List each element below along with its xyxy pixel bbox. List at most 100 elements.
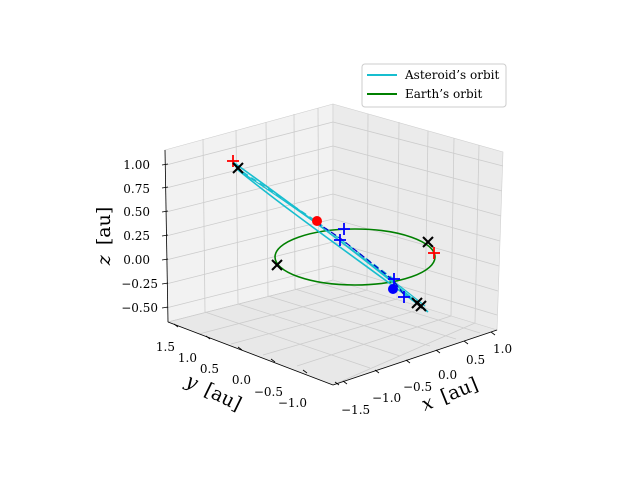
legend: Asteroid’s orbit Earth’s orbit [361, 63, 507, 108]
legend-box [361, 63, 507, 108]
svg-text:z [au]: z [au] [93, 207, 115, 266]
grid-line [332, 169, 502, 217]
y-tick-label: 0.5 [200, 362, 219, 376]
grid-line [332, 265, 498, 316]
grid-line [165, 121, 334, 166]
y-axis-line [167, 321, 334, 386]
grid-line [237, 303, 401, 357]
z-tick-mark [161, 258, 169, 261]
markers [227, 155, 440, 312]
blue-plus-marker [388, 273, 400, 285]
legend-label-earth: Earth’s orbit [405, 87, 482, 101]
grid-line [165, 193, 334, 237]
y-tick-mark [270, 358, 276, 363]
blue-plus-marker [398, 291, 410, 303]
z-axis-line [164, 149, 169, 323]
y-tick-mark [334, 381, 340, 386]
z-tick-label: 1.00 [123, 158, 150, 172]
grid-line [317, 107, 320, 284]
z-tick-mark [161, 186, 169, 189]
y-tick-label: 1.5 [156, 340, 175, 354]
grid-line [265, 121, 269, 297]
z-tick-label: −0.50 [121, 301, 158, 315]
z-axis-unit: [au] [93, 207, 115, 245]
z-tick-label: 0.50 [123, 205, 150, 219]
y-tick-mark [237, 346, 243, 351]
grid-line [165, 169, 334, 213]
z-axis-var: z [93, 254, 115, 266]
grid-line [332, 145, 503, 192]
x-tick-mark [435, 349, 441, 354]
x-tick-mark [342, 380, 348, 385]
z-tick-label: 0.25 [123, 229, 150, 243]
blue-circle-marker [388, 284, 398, 294]
grid-line [165, 265, 334, 309]
x-tick-label: 0.0 [438, 368, 457, 382]
blue-plus-marker [334, 234, 346, 246]
y-tick-label: −1.0 [278, 396, 307, 410]
x-axis-var: x [418, 391, 436, 416]
grid-lines [165, 107, 504, 386]
grid-line [296, 315, 452, 367]
x-tick-label: 0.5 [466, 353, 485, 367]
y-tick-label: 0.0 [232, 373, 251, 387]
y-tick-label: 1.0 [178, 351, 197, 365]
red-plus-marker [227, 155, 239, 167]
z-tick-label: −0.25 [121, 277, 158, 291]
y-tick-mark [302, 369, 308, 374]
z-tick-label: 0.00 [123, 253, 150, 267]
grid-line [332, 121, 504, 167]
grid-line [332, 193, 501, 242]
grid-line [165, 145, 334, 189]
black-x-marker [271, 259, 283, 271]
red-circle-marker [312, 216, 322, 226]
grid-line [332, 241, 499, 292]
earth-orbit-line [274, 228, 436, 286]
axis-edges [164, 149, 498, 386]
y-axis-var: y [181, 369, 201, 394]
z-tick-mark [161, 306, 169, 309]
blue-plus-marker [338, 223, 350, 235]
z-tick-mark [161, 163, 169, 166]
z-tick-labels: −0.50 −0.25 0.00 0.25 0.50 0.75 1.00 [121, 158, 158, 315]
x-tick-mark [405, 359, 411, 364]
asteroid-orbit-line-inner [237, 169, 426, 307]
grid-line [318, 282, 481, 334]
y-tick-mark [173, 323, 179, 328]
grid-line [424, 130, 429, 309]
asteroid-orbit [232, 161, 429, 313]
x-axis-line [332, 329, 498, 386]
y-tick-mark [205, 335, 211, 340]
grid-line [474, 144, 480, 324]
y-tick-labels: −1.0 −0.5 0.0 0.5 1.0 1.5 [156, 340, 307, 410]
grid-line [267, 295, 431, 347]
legend-label-asteroid: Asteroid’s orbit [404, 68, 499, 82]
x-tick-mark [374, 369, 380, 374]
asteroid-orbit-line [232, 161, 429, 313]
grid-line [167, 279, 334, 323]
grid-line [450, 137, 455, 317]
x-tick-mark [490, 331, 496, 336]
z-axis-label: z [au] [93, 207, 115, 266]
grid-line [235, 129, 239, 305]
asteroid-blue-segment [315, 221, 406, 297]
grid-line [262, 307, 426, 356]
grid-line [293, 113, 296, 290]
z-tick-mark [161, 282, 169, 285]
red-plus-marker [428, 247, 440, 259]
grid-line [165, 218, 334, 261]
x-tick-labels: −1.5 −1.0 −0.5 0.0 0.5 1.0 [341, 342, 512, 417]
x-tick-label: 1.0 [493, 342, 512, 356]
black-x-marker [422, 236, 434, 248]
x-tick-label: −1.5 [341, 403, 370, 417]
y-tick-label: −0.5 [254, 385, 283, 399]
z-tick-label: 0.75 [123, 182, 150, 196]
grid-line [202, 138, 206, 313]
grid-line [294, 288, 457, 340]
z-tick-mark [161, 234, 169, 237]
x-tick-mark [463, 340, 469, 345]
grid-line [165, 241, 334, 285]
grid-line [204, 311, 371, 369]
z-tick-mark [161, 210, 169, 213]
